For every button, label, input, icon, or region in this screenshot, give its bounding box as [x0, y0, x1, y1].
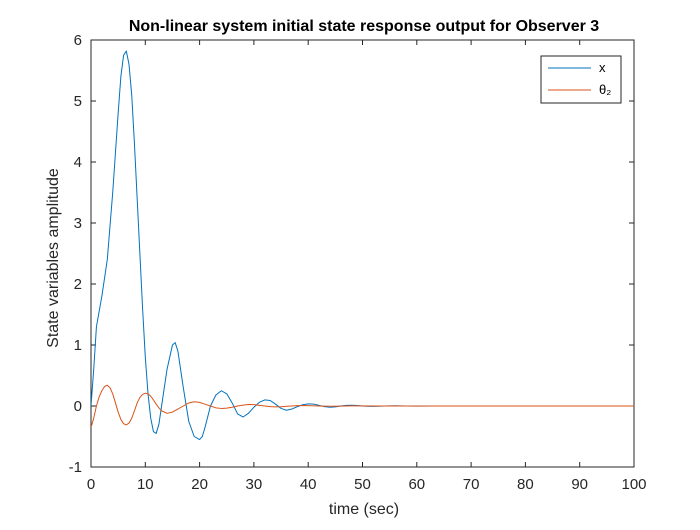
y-tick-label: 6 [74, 32, 82, 49]
legend-entry-0: x [599, 60, 606, 75]
x-tick-label: 90 [571, 476, 588, 493]
plot-area: 0 10 20 30 40 50 60 70 80 90 100 -1 0 1 2 3 4 5 6 [69, 32, 647, 493]
legend-entry-1: θ₂ [599, 82, 611, 97]
x-tick-label: 10 [137, 476, 154, 493]
x-tick-label: 40 [300, 476, 317, 493]
y-tick-label: 2 [74, 276, 82, 293]
y-tick-label: 3 [74, 215, 82, 232]
x-tick-label: 50 [354, 476, 371, 493]
y-axis-label: State variables amplitude [45, 168, 62, 348]
y-tick-label: 0 [74, 398, 82, 415]
x-tick-label: 60 [408, 476, 425, 493]
x-tick-label: 30 [246, 476, 263, 493]
y-tick-label: -1 [69, 459, 82, 476]
x-tick-label: 80 [517, 476, 534, 493]
axes-box [90, 39, 635, 468]
series-group [91, 50, 634, 441]
x-axis-label: time (sec) [329, 501, 399, 518]
legend: x θ₂ [540, 55, 622, 104]
chart-title: Non-linear system initial state response… [129, 18, 599, 35]
y-tick-label: 1 [74, 337, 82, 354]
x-tick-label: 100 [621, 476, 646, 493]
legend-box [540, 55, 622, 104]
y-tick-label: 5 [74, 93, 82, 110]
x-tick-label: 70 [463, 476, 480, 493]
y-tick-label: 4 [74, 154, 82, 171]
series-line-1 [91, 384, 634, 428]
x-tick-label: 20 [191, 476, 208, 493]
x-tick-label: 0 [87, 476, 95, 493]
